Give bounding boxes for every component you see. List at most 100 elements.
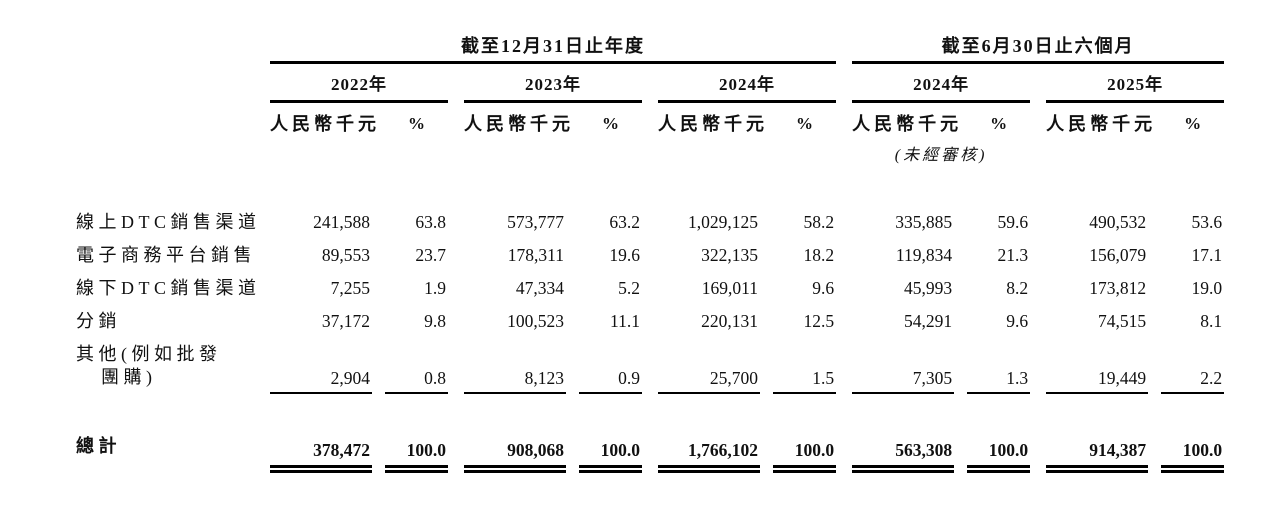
amount-cell: 119,834 [895,245,953,265]
inner-gap [954,266,967,299]
amount-cell: 45,993 [903,278,953,298]
amount-cell: 89,553 [321,245,370,265]
inner-gap [760,365,773,393]
group-gap [448,435,464,469]
inner-gap [566,199,579,233]
group-gap [1030,435,1046,469]
unit-header: 人民幣千元 [658,114,768,134]
percent-cell: 1.5 [773,365,837,394]
percent-cell: 17.1 [1191,245,1223,265]
group-gap [448,299,464,332]
percent-header: % [408,114,425,133]
inner-gap [1148,199,1161,233]
amount-cell: 47,334 [515,278,564,298]
table-row-others-values: 團購) 2,904 0.8 8,123 0.9 25,700 1.5 7,305… [76,365,1225,394]
spacer-cell [76,167,1224,199]
percent-cell: 11.1 [610,311,640,331]
year-header-2024-interim: 2024年 [852,62,1031,103]
total-amount-cell: 1,766,102 [658,435,760,473]
spacer-row [76,393,1224,435]
percent-cell: 1.9 [424,278,446,298]
amount-cell: 156,079 [1089,245,1147,265]
unit-header: 人民幣千元 [1046,114,1157,134]
group-gap [642,365,658,393]
amount-cell: 7,305 [852,365,955,394]
amount-cell: 220,131 [701,311,758,331]
sales-channel-revenue-table: 截至12月31日止年度 截至6月30日止六個月 2022年 2023年 2024… [76,26,1225,473]
percent-cell: 53.6 [1191,212,1223,232]
inner-gap [1148,299,1161,332]
percent-cell: 9.8 [424,311,446,331]
inner-gap [372,266,385,299]
blank-cell [270,332,1224,365]
percent-cell: 58.2 [803,212,835,232]
amount-cell: 37,172 [321,311,370,331]
inner-gap [372,299,385,332]
amount-cell: 335,885 [895,212,953,232]
year-header-2022: 2022年 [270,62,448,103]
group-gap [1030,266,1046,299]
inner-gap [760,299,773,332]
percent-cell: 63.8 [415,212,446,232]
inner-gap [1148,435,1161,469]
group-gap [642,266,658,299]
group-gap [1030,199,1046,233]
percent-header: % [796,114,814,133]
percent-cell: 9.6 [1006,311,1029,331]
unit-header-row: 人民幣千元 % 人民幣千元 % 人民幣千元 % 人民幣千元 % 人民幣千元 % [76,101,1224,135]
group-gap [836,435,852,469]
percent-cell: 23.7 [415,245,446,265]
unaudited-note: (未經審核) [894,147,988,164]
amount-cell: 1,029,125 [688,212,758,232]
inner-gap [954,365,967,393]
amount-cell: 8,123 [464,365,566,394]
period-header-row: 截至12月31日止年度 截至6月30日止六個月 [76,26,1225,64]
percent-header: % [1184,114,1202,133]
total-amount-cell: 908,068 [464,435,566,473]
amount-cell: 178,311 [507,245,564,265]
group-gap [836,26,852,62]
spacer-row [76,167,1224,199]
percent-cell: 8.1 [1200,311,1223,331]
amount-cell: 490,532 [1089,212,1147,232]
table-row-online-dtc: 線上DTC銷售渠道 241,588 63.8 573,777 63.2 1,02… [76,199,1224,233]
group-gap [448,101,464,135]
inner-gap [1148,233,1161,266]
amount-cell: 100,523 [507,311,564,331]
blank-cell [1030,135,1224,167]
amount-cell: 7,255 [330,278,370,298]
amount-cell: 173,812 [1089,278,1147,298]
spacer-cell [76,393,1224,435]
group-gap [1030,62,1046,101]
inner-gap [760,435,773,469]
total-percent-cell: 100.0 [1161,435,1225,473]
total-percent-cell: 100.0 [967,435,1031,473]
amount-cell: 74,515 [1097,311,1147,331]
blank-cell [76,62,270,101]
table-row-others-label: 其他(例如批發 [76,332,1224,365]
inner-gap [566,266,579,299]
row-label: 分銷 [76,311,121,331]
percent-cell: 5.2 [618,278,640,298]
inner-gap [954,233,967,266]
year-header-2025-interim: 2025年 [1046,62,1225,103]
percent-cell: 0.9 [579,365,642,394]
group-gap [642,233,658,266]
inner-gap [566,365,579,393]
percent-cell: 18.2 [803,245,835,265]
inner-gap [566,233,579,266]
total-percent-cell: 100.0 [773,435,837,473]
group-gap [642,62,658,101]
percent-cell: 19.0 [1191,278,1223,298]
amount-cell: 2,904 [270,365,372,394]
group-gap [642,101,658,135]
period-header-interim: 截至6月30日止六個月 [852,26,1225,64]
inner-gap [566,299,579,332]
table-row-distribution: 分銷 37,172 9.8 100,523 11.1 220,131 12.5 … [76,299,1224,332]
total-amount-cell: 914,387 [1046,435,1149,473]
group-gap [836,299,852,332]
unit-header: 人民幣千元 [270,114,380,134]
inner-gap [954,199,967,233]
total-amount-cell: 563,308 [852,435,955,473]
group-gap [448,233,464,266]
